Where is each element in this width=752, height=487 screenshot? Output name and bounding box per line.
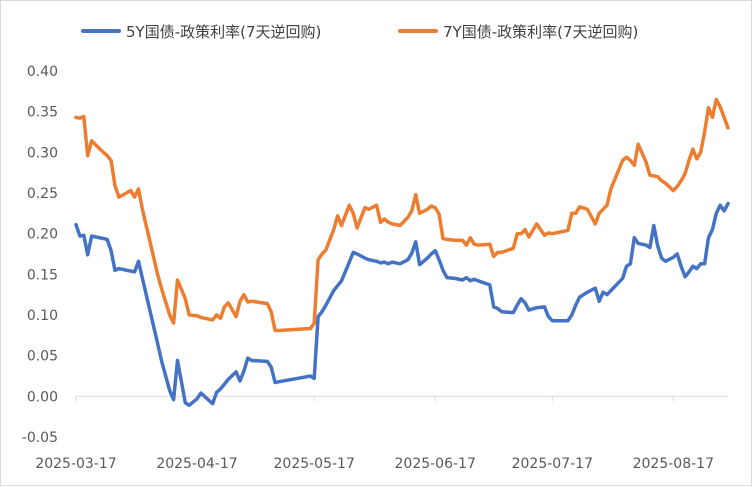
y-tick-label: 0.30	[27, 145, 58, 161]
x-tick-label: 2025-08-17	[633, 456, 714, 472]
x-tick-label: 2025-07-17	[512, 456, 593, 472]
x-tick-label: 2025-03-17	[35, 456, 116, 472]
x-tick-label: 2025-04-17	[156, 456, 237, 472]
legend-label-2: 7Y国债-政策利率(7天逆回购)	[443, 23, 638, 41]
y-tick-label: 0.10	[27, 308, 58, 324]
y-tick-label: 0.35	[27, 105, 58, 121]
y-axis: -0.05 0.00 0.05 0.10 0.15 0.20 0.25 0.30 0.35 0.4…	[22, 64, 58, 446]
x-tick-label: 2025-05-17	[274, 456, 355, 472]
legend: 5Y国债-政策利率(7天逆回购) 7Y国债-政策利率(7天逆回购)	[81, 23, 638, 41]
legend-label-1: 5Y国债-政策利率(7天逆回购)	[126, 23, 321, 41]
x-axis: 2025-03-17 2025-04-17 2025-05-17 2025-06-17…	[35, 395, 728, 472]
y-tick-label: 0.15	[27, 267, 58, 283]
y-tick-label: 0.20	[27, 227, 58, 243]
series-line-2	[74, 97, 730, 333]
y-tick-label: 0.00	[27, 389, 58, 405]
y-tick-label: 0.05	[27, 349, 58, 365]
series-layer	[74, 97, 730, 408]
y-tick-label: -0.05	[22, 430, 58, 446]
y-tick-label: 0.40	[27, 64, 58, 80]
series-line-1	[74, 201, 730, 408]
y-tick-label: 0.25	[27, 186, 58, 202]
x-tick-label: 2025-06-17	[395, 456, 476, 472]
